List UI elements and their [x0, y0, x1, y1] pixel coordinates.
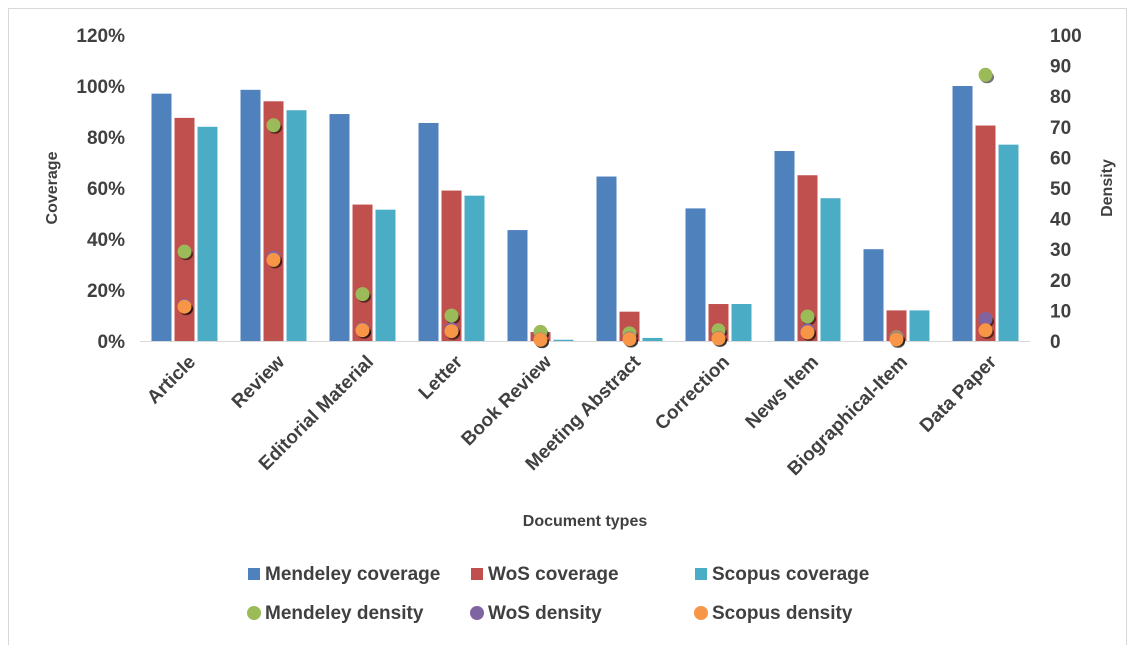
legend-label: WoS density [488, 603, 602, 624]
point-wos-density-10 [978, 311, 993, 326]
legend-label: Scopus density [712, 603, 853, 624]
legend-swatch [247, 606, 261, 620]
point-scopus-density-5 [533, 332, 548, 347]
bar-mendeley-coverage-10 [952, 86, 973, 341]
bar-scopus-coverage-8 [820, 198, 841, 341]
bars-layer [151, 86, 1019, 342]
point-mendeley-density-2 [266, 118, 281, 133]
y2-tick-label: 0 [1050, 332, 1061, 353]
point-scopus-density-1 [177, 299, 192, 314]
bar-mendeley-coverage-7 [685, 208, 706, 341]
y-tick-label: 120% [76, 26, 125, 47]
y-tick-label: 60% [87, 179, 125, 200]
bar-mendeley-coverage-8 [774, 151, 795, 341]
bar-wos-coverage-1 [174, 117, 195, 341]
y-axis-ticks: 0% 20% 40% 60% 80% 100% 120% [76, 26, 125, 353]
legend-swatch [694, 606, 708, 620]
bar-scopus-coverage-2 [286, 110, 307, 341]
point-scopus-density-10 [978, 323, 993, 338]
y2-tick-label: 40 [1050, 210, 1071, 231]
x-tick-label: Article [143, 352, 200, 409]
chart-frame [8, 8, 1127, 645]
point-mendeley-density-1 [177, 244, 192, 259]
x-tick-label: News Item [742, 352, 823, 433]
y2-tick-label: 20 [1050, 271, 1071, 292]
bar-scopus-coverage-1 [197, 126, 218, 341]
bar-wos-coverage-2 [263, 101, 284, 341]
legend-label: Mendeley density [265, 603, 424, 624]
y2-tick-label: 70 [1050, 118, 1071, 139]
legend: Mendeley coverage WoS coverage Scopus cove… [247, 564, 869, 624]
y-tick-label: 0% [98, 332, 126, 353]
point-scopus-density-6 [622, 332, 637, 347]
x-axis-title: Document types [523, 513, 648, 530]
bar-wos-coverage-10 [975, 125, 996, 342]
point-mendeley-density-10 [978, 67, 993, 82]
bar-wos-coverage-8 [797, 175, 818, 341]
bar-scopus-coverage-9 [909, 310, 930, 341]
y-tick-label: 100% [76, 77, 125, 98]
point-scopus-density-8 [800, 325, 815, 340]
y2-tick-label: 90 [1050, 57, 1071, 78]
y2-tick-label: 50 [1050, 179, 1071, 200]
bar-mendeley-coverage-6 [596, 176, 617, 341]
y2-tick-label: 100 [1050, 26, 1082, 47]
x-tick-label: Letter [415, 351, 468, 404]
bar-mendeley-coverage-4 [418, 122, 439, 341]
y2-tick-label: 30 [1050, 240, 1071, 261]
x-tick-label: Book Review [458, 352, 557, 451]
point-mendeley-density-4 [444, 308, 459, 323]
y-tick-label: 80% [87, 128, 125, 149]
point-scopus-density-4 [444, 324, 459, 339]
bar-scopus-coverage-10 [998, 144, 1019, 341]
bar-mendeley-coverage-1 [151, 93, 172, 342]
bar-wos-coverage-3 [352, 204, 373, 341]
x-tick-label: Review [228, 352, 289, 413]
point-mendeley-density-8 [800, 309, 815, 324]
point-mendeley-density-3 [355, 287, 370, 302]
points-layer [177, 67, 994, 349]
legend-swatch [471, 568, 483, 580]
chart-border [8, 8, 1127, 645]
point-scopus-density-9 [889, 332, 904, 347]
y2-tick-label: 10 [1050, 301, 1071, 322]
y2-axis-title: Density [1099, 159, 1116, 217]
bar-scopus-coverage-4 [464, 195, 485, 341]
legend-swatch [470, 606, 484, 620]
bar-wos-coverage-4 [441, 190, 462, 341]
x-tick-label: Data Paper [916, 351, 1001, 436]
legend-label: Mendeley coverage [265, 564, 440, 585]
y2-tick-label: 60 [1050, 148, 1071, 169]
y-tick-label: 20% [87, 281, 125, 302]
y2-axis-ticks: 0 10 20 30 40 50 60 70 80 90 100 [1050, 26, 1082, 353]
legend-swatch [248, 568, 260, 580]
bar-mendeley-coverage-3 [329, 114, 350, 341]
y-axis-title: Coverage [44, 151, 61, 224]
point-scopus-density-7 [711, 331, 726, 346]
bar-scopus-coverage-6 [642, 337, 663, 341]
bar-mendeley-coverage-5 [507, 230, 528, 341]
y-tick-label: 40% [87, 230, 125, 251]
legend-swatch [695, 568, 707, 580]
x-tick-label: Correction [651, 352, 734, 435]
bar-scopus-coverage-3 [375, 209, 396, 341]
bar-scopus-coverage-7 [731, 304, 752, 341]
legend-label: Scopus coverage [712, 564, 869, 585]
point-scopus-density-2 [266, 252, 281, 267]
bar-mendeley-coverage-2 [240, 89, 261, 341]
bar-scopus-coverage-5 [553, 339, 574, 341]
y2-tick-label: 80 [1050, 87, 1071, 108]
legend-label: WoS coverage [488, 564, 619, 585]
point-scopus-density-3 [355, 323, 370, 338]
bar-mendeley-coverage-9 [863, 249, 884, 341]
